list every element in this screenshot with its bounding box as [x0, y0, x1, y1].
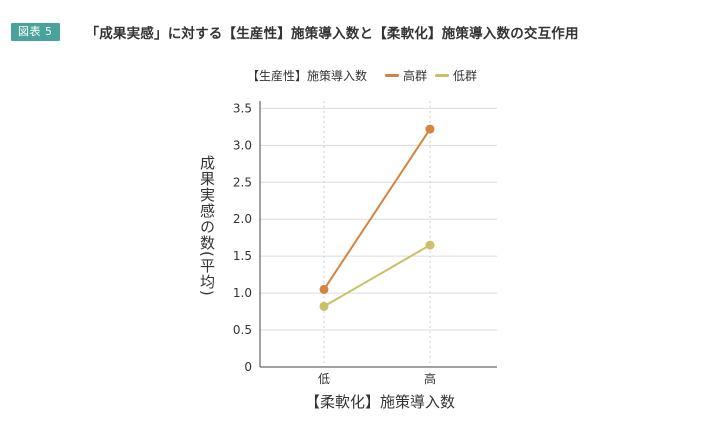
y-tick-label: 1.5 — [233, 249, 252, 263]
legend-swatch-low — [435, 74, 450, 77]
legend-item-high: 高群 — [385, 67, 427, 84]
x-tick-label: 高 — [424, 371, 436, 386]
figure-badge: 図表 5 — [11, 23, 60, 41]
legend-swatch-high — [385, 74, 400, 77]
chart-legend: 【生産性】施策導入数 高群 低群 — [247, 67, 477, 84]
series-line-high — [323, 128, 431, 290]
y-tick-label: 2.5 — [233, 175, 252, 189]
legend-item-low: 低群 — [435, 67, 477, 84]
figure-header: 図表 5 「成果実感」に対する【生産性】施策導入数と【柔軟化】施策導入数の交互作… — [11, 22, 579, 42]
y-tick-label: 3.5 — [233, 101, 252, 115]
x-axis-label: 【柔軟化】施策導入数 — [304, 393, 455, 411]
legend-title: 【生産性】施策導入数 — [247, 69, 368, 83]
data-point-low — [319, 301, 329, 311]
series-line-low — [323, 244, 431, 308]
legend-label-low: 低群 — [453, 69, 478, 83]
y-tick-label: 3.0 — [233, 138, 252, 152]
y-tick-label: 0.5 — [233, 323, 252, 337]
data-point-low — [425, 240, 435, 250]
y-tick-label: 2.0 — [233, 212, 252, 226]
x-tick-label: 低 — [318, 372, 330, 386]
data-point-high — [319, 284, 329, 294]
y-tick-label: 0 — [244, 360, 252, 374]
data-point-high — [425, 124, 435, 134]
figure-title: 「成果実感」に対する【生産性】施策導入数と【柔軟化】施策導入数の交互作用 — [85, 26, 579, 42]
legend-label-high: 高群 — [403, 69, 428, 83]
y-axis-label: 成果実感の数(平均) — [198, 155, 216, 297]
y-tick-label: 1.0 — [233, 286, 252, 300]
